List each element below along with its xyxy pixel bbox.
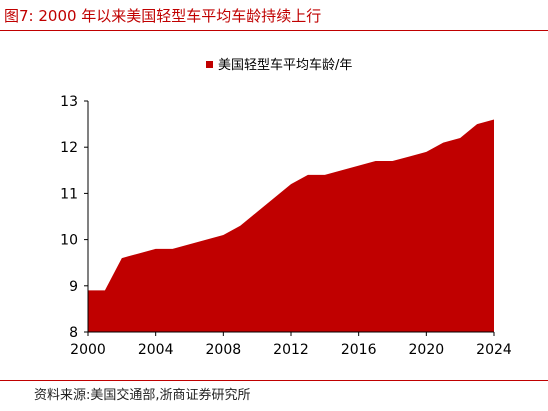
source-divider: [0, 380, 548, 381]
legend-swatch: [206, 61, 213, 68]
y-tick-label-12: 12: [60, 140, 78, 156]
y-tick-label-11: 11: [60, 186, 78, 202]
legend: 美国轻型车平均车龄/年: [206, 57, 352, 73]
x-tick-label-2016: 2016: [341, 342, 377, 358]
y-tick-label-13: 13: [60, 94, 78, 110]
area-chart: 美国轻型车平均车龄/年 8 9 10 11 12 13 2000 2004 2008 2012 20…: [60, 57, 512, 358]
x-tick-label-2012: 2012: [273, 342, 309, 358]
x-tick-label-2024: 2024: [476, 342, 512, 358]
title-divider: [0, 30, 548, 31]
y-tick-label-10: 10: [60, 233, 78, 249]
x-tick-label-2004: 2004: [138, 342, 174, 358]
series-area-average-age: [88, 119, 494, 332]
x-tick-label-2020: 2020: [409, 342, 445, 358]
x-tick-label-2008: 2008: [206, 342, 242, 358]
source-note: 资料来源:美国交通部,浙商证券研究所: [34, 388, 251, 403]
plot-area: 8 9 10 11 12 13 2000 2004 2008 2012 2016 2020 2024: [60, 94, 512, 358]
x-tick-label-2000: 2000: [70, 342, 106, 358]
figure-title: 图7: 2000 年以来美国轻型车平均车龄持续上行: [4, 7, 322, 25]
legend-label: 美国轻型车平均车龄/年: [218, 57, 352, 73]
y-tick-label-9: 9: [69, 279, 78, 295]
y-tick-label-8: 8: [69, 325, 78, 341]
